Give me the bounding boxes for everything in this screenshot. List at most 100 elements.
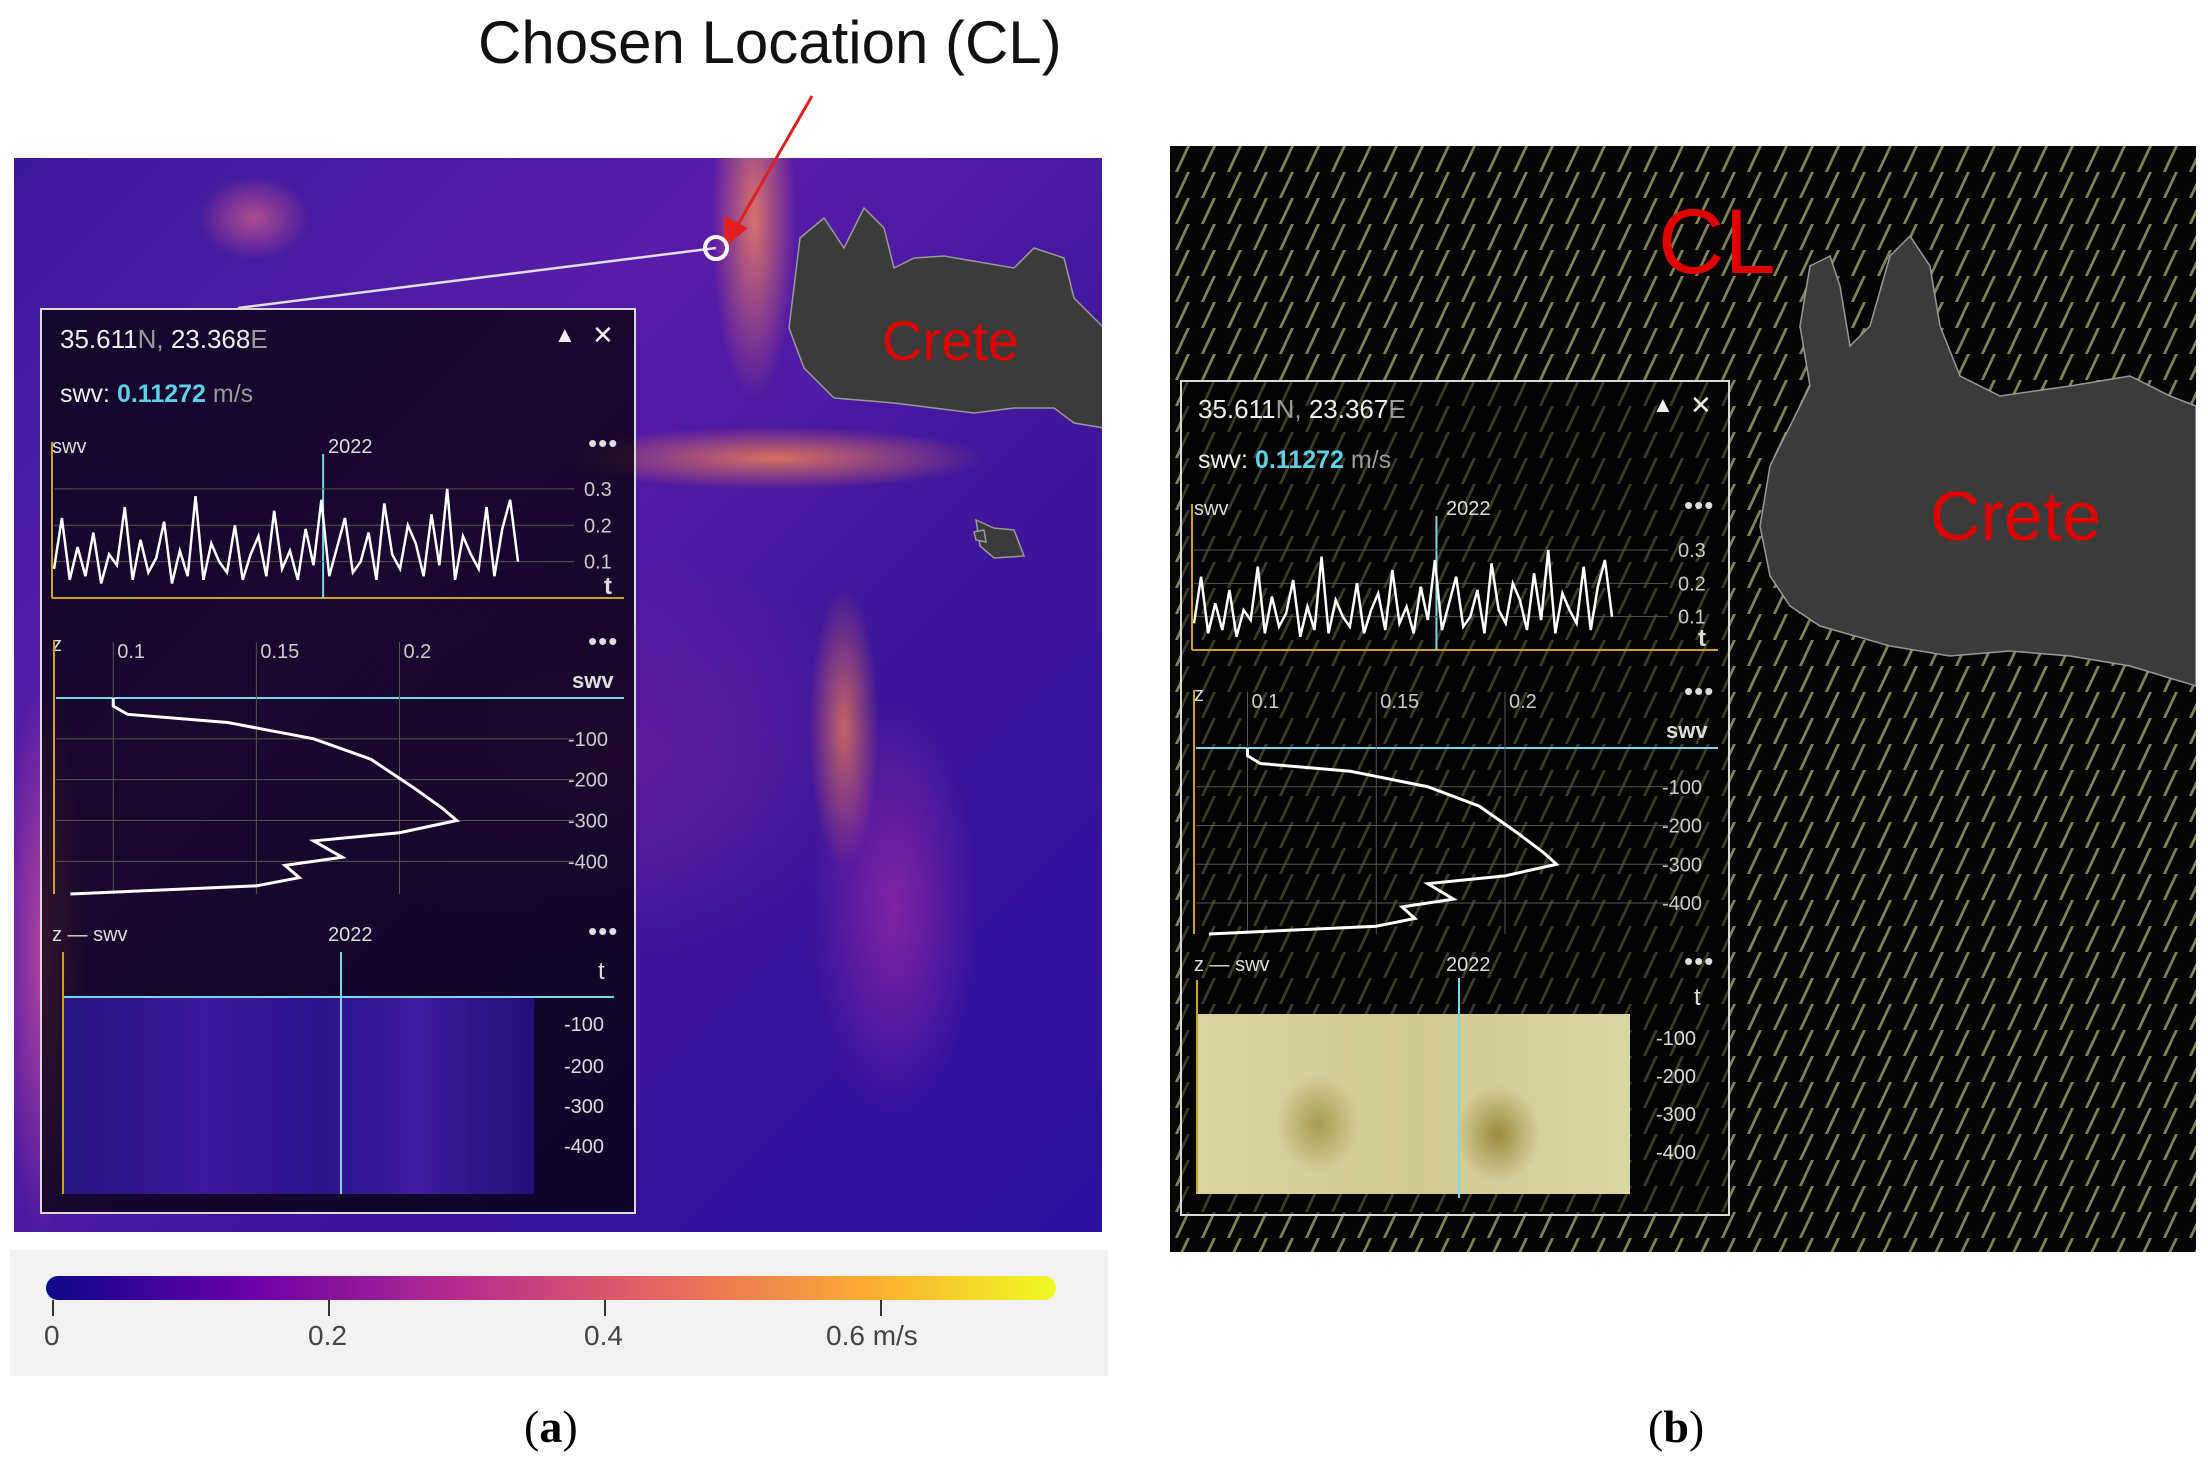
profile-x-label: swv — [1666, 718, 1708, 743]
profile-y-tick: -100 — [1662, 777, 1702, 799]
crete-label-a: Crete — [882, 309, 1019, 372]
hov-y-axis — [1196, 980, 1198, 1194]
ts-y-tick: 0.2 — [584, 515, 612, 537]
hov-top-line — [64, 996, 614, 998]
hov-title: z — swv — [52, 924, 128, 946]
lon-unit: E — [1388, 394, 1406, 424]
colorbar-tick — [328, 1300, 330, 1316]
profile-chart-a[interactable]: z ••• 0.1 0.15 0.2 -100 -200 -300 -400 swv — [42, 626, 634, 902]
colorbar-tick — [52, 1300, 54, 1316]
ts-plot: 0.3 0.2 0.1t — [51, 442, 624, 600]
lat-unit: N, — [1275, 394, 1309, 424]
profile-y-tick: -200 — [568, 770, 608, 792]
collapse-icon[interactable]: ▲ — [554, 322, 576, 347]
hov-x-label: t — [1694, 984, 1701, 1011]
profile-x-tick: 0.15 — [260, 641, 299, 663]
profile-y-tick: -400 — [1662, 893, 1702, 915]
crete-shape-a — [788, 206, 1102, 559]
hov-menu-icon[interactable]: ••• — [588, 916, 619, 946]
ts-y-tick: 0.1 — [1678, 607, 1706, 629]
colorbar-gradient — [46, 1276, 1056, 1300]
colorbar-label: 0 — [44, 1320, 60, 1351]
hov-time-line — [340, 952, 342, 1194]
ts-y-tick: 0.3 — [584, 479, 612, 501]
colorbar-tick — [880, 1300, 882, 1316]
profile-plot: 0.1 0.15 0.2 -100 -200 -300 -400 swv — [1193, 690, 1718, 936]
variable-value: 0.11272 — [116, 380, 206, 408]
ts-menu-icon[interactable]: ••• — [588, 428, 619, 458]
hov-title: z — swv — [1194, 954, 1270, 976]
profile-x-tick: 0.15 — [1380, 691, 1419, 713]
hov-heatmap-a — [64, 998, 534, 1194]
hov-y-tick: -100 — [1656, 1028, 1697, 1050]
hov-time-marker: 2022 — [1446, 954, 1491, 976]
profile-series-line — [70, 698, 461, 896]
ts-y-tick: 0.2 — [1678, 573, 1706, 595]
colorbar-legend — [10, 1250, 1108, 1376]
profile-x-label: swv — [572, 668, 614, 693]
colorbar-tick — [604, 1300, 606, 1316]
profile-y-tick: -200 — [1662, 816, 1702, 838]
hov-time-line — [1458, 978, 1460, 1198]
timeseries-chart-b[interactable]: swv 2022 ••• 0.3 0.2 0.1 t — [1182, 490, 1728, 666]
cl-marker-a[interactable] — [703, 235, 729, 261]
cl-arrow-head — [724, 216, 748, 248]
subfigure-label-a: (a) — [524, 1401, 578, 1452]
ts-x-label: t — [1698, 625, 1706, 652]
profile-plot: 0.1 0.15 0.2 -100 -200 -300 -400 swv — [53, 640, 624, 896]
lon-value: 23.367 — [1308, 394, 1389, 424]
timeseries-chart-a[interactable]: swv 2022 ••• 0.3 0.2 0.1 t — [42, 428, 634, 614]
hovmoller-chart-a[interactable]: z — swv 2022 ••• t -100 -200 -300 -400 — [42, 916, 634, 1202]
hov-y-axis — [62, 952, 64, 1194]
hovmoller-chart-b[interactable]: z — swv 2022 ••• t -100 -200 -300 -400 — [1182, 946, 1728, 1208]
hov-y-tick: -200 — [564, 1056, 605, 1078]
lat-value: 35.611 — [60, 324, 138, 354]
hov-y-tick: -300 — [1656, 1104, 1697, 1126]
profile-y-tick: -300 — [1662, 854, 1702, 876]
colorbar-label: 0.6 m/s — [826, 1320, 918, 1351]
profile-x-tick: 0.2 — [1509, 691, 1537, 713]
ts-menu-icon[interactable]: ••• — [1684, 490, 1715, 520]
lat-unit: N, — [137, 324, 171, 354]
ts-x-label: t — [604, 573, 612, 600]
hov-y-tick: -200 — [1656, 1066, 1697, 1088]
ts-time-marker: 2022 — [1446, 498, 1491, 520]
ts-series-line — [52, 488, 520, 584]
cl-label: CL — [1658, 191, 1776, 293]
profile-menu-icon[interactable]: ••• — [588, 626, 619, 656]
profile-y-tick: -400 — [568, 851, 608, 873]
variable-unit: m/s — [1343, 446, 1392, 474]
coords-b: 35.611N, 23.367E — [1198, 394, 1406, 425]
hov-y-tick: -100 — [564, 1014, 605, 1036]
profile-title: z — [52, 634, 62, 656]
subfigure-label-b: (b) — [1648, 1401, 1705, 1452]
hov-y-tick: -400 — [564, 1136, 605, 1158]
cl-leader-line-a — [237, 246, 717, 310]
figure-title: Chosen Location (CL) — [478, 9, 1062, 76]
ts-time-marker: 2022 — [328, 436, 373, 458]
close-icon[interactable]: ✕ — [592, 320, 614, 350]
profile-y-tick: -100 — [568, 729, 608, 751]
profile-y-tick: -300 — [568, 811, 608, 833]
variable-unit: m/s — [205, 380, 254, 408]
hov-x-label: t — [598, 958, 605, 985]
ts-y-tick: 0.1 — [584, 552, 612, 574]
crete-label-b: Crete — [1930, 477, 2102, 555]
cl-arrow-line — [734, 95, 814, 229]
profile-chart-b[interactable]: z ••• 0.1 0.15 0.2 -100 -200 -300 -400 swv — [1182, 676, 1728, 942]
ts-series-line — [1192, 549, 1614, 637]
profile-title: z — [1194, 684, 1204, 706]
close-icon[interactable]: ✕ — [1690, 390, 1712, 420]
lon-value: 23.368 — [170, 324, 251, 354]
collapse-icon[interactable]: ▲ — [1652, 392, 1674, 417]
profile-x-tick: 0.2 — [404, 641, 432, 663]
hov-menu-icon[interactable]: ••• — [1684, 946, 1715, 976]
lon-unit: E — [250, 324, 268, 354]
coords-a: 35.611N, 23.368E — [60, 324, 268, 355]
ts-plot: 0.3 0.2 0.1t — [1191, 504, 1718, 652]
hov-y-tick: -300 — [564, 1096, 605, 1118]
profile-menu-icon[interactable]: ••• — [1684, 676, 1715, 706]
variable-readout-a: swv: 0.11272 m/s — [60, 380, 253, 409]
crete-shape-b — [1759, 234, 2196, 687]
hov-y-tick: -400 — [1656, 1142, 1697, 1164]
